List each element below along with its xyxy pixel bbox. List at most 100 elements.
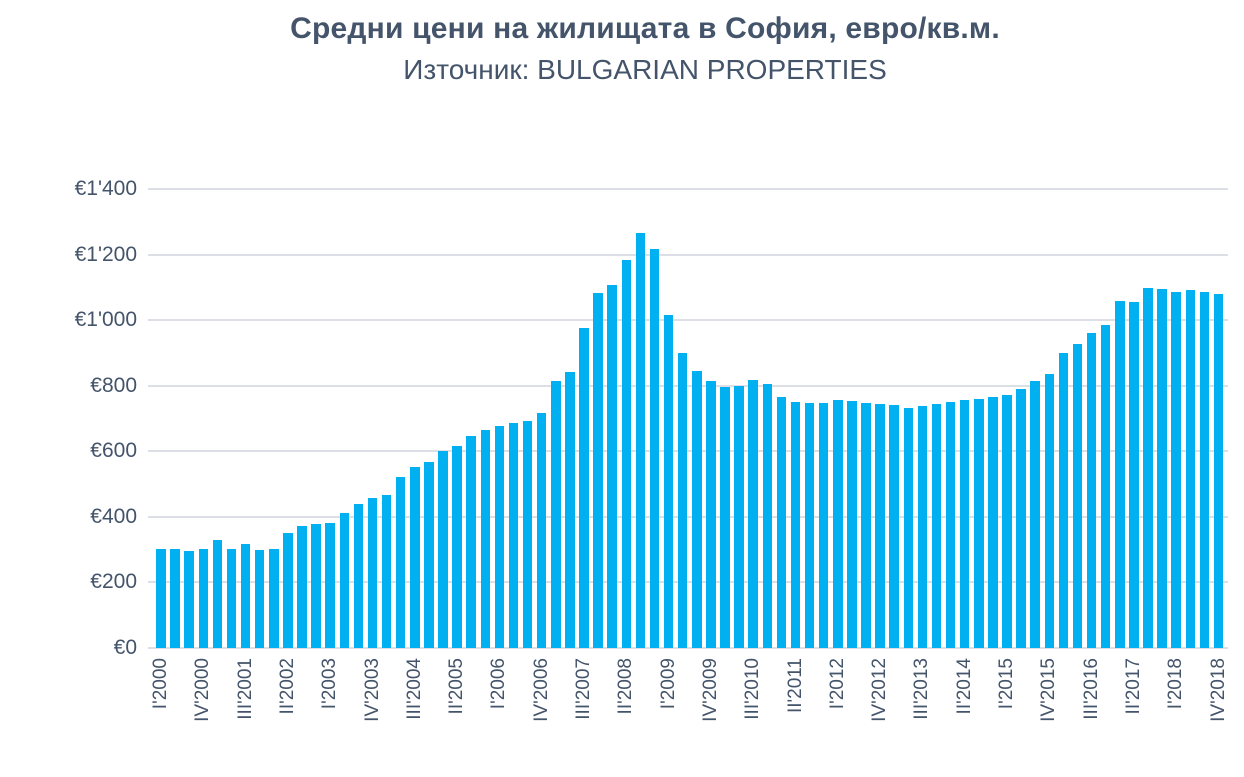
bar <box>325 523 335 648</box>
y-gridline <box>148 581 1228 584</box>
y-gridline <box>148 384 1228 387</box>
bar <box>170 549 180 648</box>
y-axis-tick-label: €400 <box>90 504 137 528</box>
bar <box>762 384 773 648</box>
bar <box>1100 325 1111 648</box>
y-axis-tick-label: €1'000 <box>74 308 137 332</box>
bar <box>875 404 885 648</box>
bar <box>677 353 688 648</box>
y-axis-tick-label: €0 <box>113 636 137 659</box>
bar <box>212 540 223 648</box>
bar <box>635 232 646 648</box>
x-axis-tick-label: IV'2015 <box>1038 658 1060 722</box>
bar <box>452 445 462 648</box>
bar <box>1030 381 1040 648</box>
bar <box>818 402 829 648</box>
bar <box>1086 333 1097 648</box>
x-axis-tick-label: III'2010 <box>742 658 764 720</box>
x-axis-tick-label: I'2009 <box>657 658 679 710</box>
x-axis-tick-label: IV'2009 <box>699 658 721 722</box>
x-axis-tick-label: II'2002 <box>276 658 298 715</box>
x-axis-tick-label: I'2015 <box>996 658 1017 710</box>
y-gridline <box>148 647 1228 649</box>
bar <box>621 259 632 648</box>
x-axis-tick-label: III'2004 <box>403 658 425 720</box>
x-axis-tick-label: III'2013 <box>911 658 933 720</box>
bar <box>692 371 702 648</box>
x-axis-tick-label: II'2014 <box>953 658 975 715</box>
bar <box>1213 293 1224 648</box>
y-gridline <box>148 515 1228 518</box>
x-axis-tick-label: IV'2006 <box>530 658 552 722</box>
bar <box>1016 388 1026 648</box>
bar <box>1044 373 1055 648</box>
bar <box>410 467 420 648</box>
bar <box>1072 344 1083 648</box>
bar <box>889 405 899 648</box>
x-axis-tick-label: IV'2003 <box>361 658 383 722</box>
bar <box>438 450 448 648</box>
x-axis-tick-label: III'2001 <box>234 658 256 720</box>
bar <box>776 397 787 648</box>
x-axis-tick-label: II'2017 <box>1122 658 1144 715</box>
bar <box>240 544 251 648</box>
bar <box>917 406 928 648</box>
chart-subtitle: Източник: BULGARIAN PROPERTIES <box>403 54 887 85</box>
bar <box>663 314 674 648</box>
bar <box>480 429 491 648</box>
bar <box>565 371 575 648</box>
y-gridline <box>148 188 1228 190</box>
x-axis-tick-label: IV'2018 <box>1207 658 1229 722</box>
bar <box>931 404 942 648</box>
bar <box>1185 289 1196 648</box>
bar <box>311 524 321 648</box>
bar <box>593 293 603 648</box>
bar <box>339 512 350 648</box>
bar <box>508 423 519 648</box>
y-axis-tick-label: €800 <box>90 373 137 397</box>
x-axis-tick-label: I'2018 <box>1165 658 1187 710</box>
y-gridline <box>148 319 1228 322</box>
x-axis-tick-label: III'2016 <box>1080 658 1102 720</box>
bar <box>198 548 209 648</box>
chart-title: Средни цени на жилищата в София, евро/кв… <box>290 12 1000 45</box>
bar <box>1157 289 1167 648</box>
bar <box>226 548 237 648</box>
bar <box>367 498 378 648</box>
bar <box>1115 301 1125 648</box>
x-axis-tick-label: IV'2000 <box>192 658 214 722</box>
bar <box>494 425 505 648</box>
bar <box>536 412 547 648</box>
bar <box>847 401 857 648</box>
bar <box>945 401 956 648</box>
bar <box>649 249 660 648</box>
x-axis-tick-label: II'2011 <box>784 658 806 714</box>
bar <box>184 550 194 648</box>
bar <box>1129 301 1139 648</box>
y-axis-tick-label: €1'200 <box>74 242 137 266</box>
bar <box>804 402 815 648</box>
x-axis-tick-label: I'2012 <box>826 658 848 710</box>
bar <box>1171 291 1181 648</box>
bar <box>522 421 533 648</box>
bar <box>748 380 758 648</box>
x-axis-tick-label: II'2005 <box>446 658 468 715</box>
bar <box>269 548 279 648</box>
bar <box>551 381 561 648</box>
bar <box>790 401 801 648</box>
bar <box>959 399 970 648</box>
bar <box>283 532 293 648</box>
bar <box>353 503 364 648</box>
y-axis-tick-label: €200 <box>90 570 137 594</box>
bar <box>381 495 392 648</box>
bar <box>1002 394 1012 648</box>
y-axis-tick-label: €600 <box>90 439 137 463</box>
bar <box>1199 291 1210 648</box>
bar <box>579 327 589 648</box>
x-axis-tick-label: IV'2012 <box>869 658 891 722</box>
y-gridline <box>148 450 1228 453</box>
y-axis-tick-label: €1'400 <box>74 177 137 200</box>
bar <box>607 285 617 648</box>
x-axis-tick-label: I'2003 <box>319 658 341 710</box>
